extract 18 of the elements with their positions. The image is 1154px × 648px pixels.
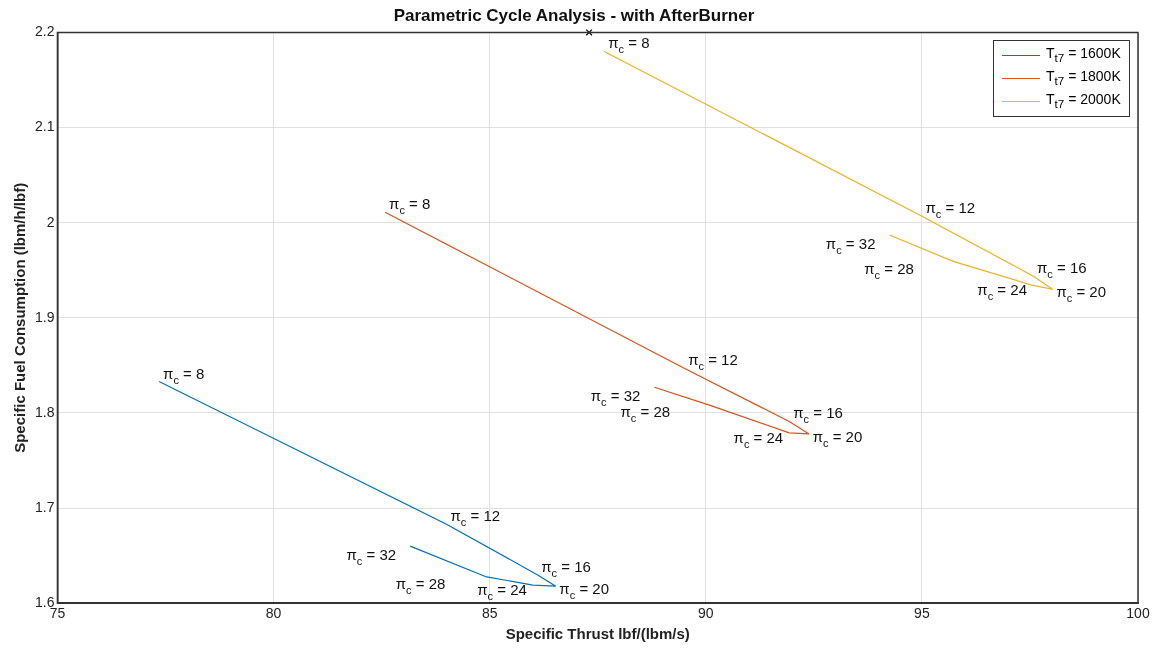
x-tick-label: 100 [1126,605,1150,622]
x-tick-label: 95 [914,605,930,622]
y-tick-label: 1.6 [34,594,55,611]
legend-label: T$_{t7}$ = 1800K [1046,67,1121,89]
y-tick-label: 1.8 [34,403,55,420]
y-axis-title: Specific Fuel Consumption (lbm/h/lbf) [11,182,29,453]
legend-label: T$_{t7}$ = 1600K [1046,44,1121,67]
y-tick-label: 1.7 [34,498,55,515]
y-tick-label: 2 [46,213,55,230]
x-axis-title: Specific Thrust lbf/(lbm/s) [505,625,690,643]
y-tick-label: 2.1 [34,118,55,135]
y-tick-label: 2.2 [34,23,55,40]
x-tick-label: 85 [481,605,498,622]
x-tick-label: 90 [698,605,714,622]
chart-title: Parametric Cycle Analysis - with AfterBurner [393,5,755,25]
x-tick-label: 80 [265,605,282,622]
legend-label: T$_{t7}$ = 2000K [1046,90,1121,112]
y-tick-label: 1.9 [34,308,55,325]
